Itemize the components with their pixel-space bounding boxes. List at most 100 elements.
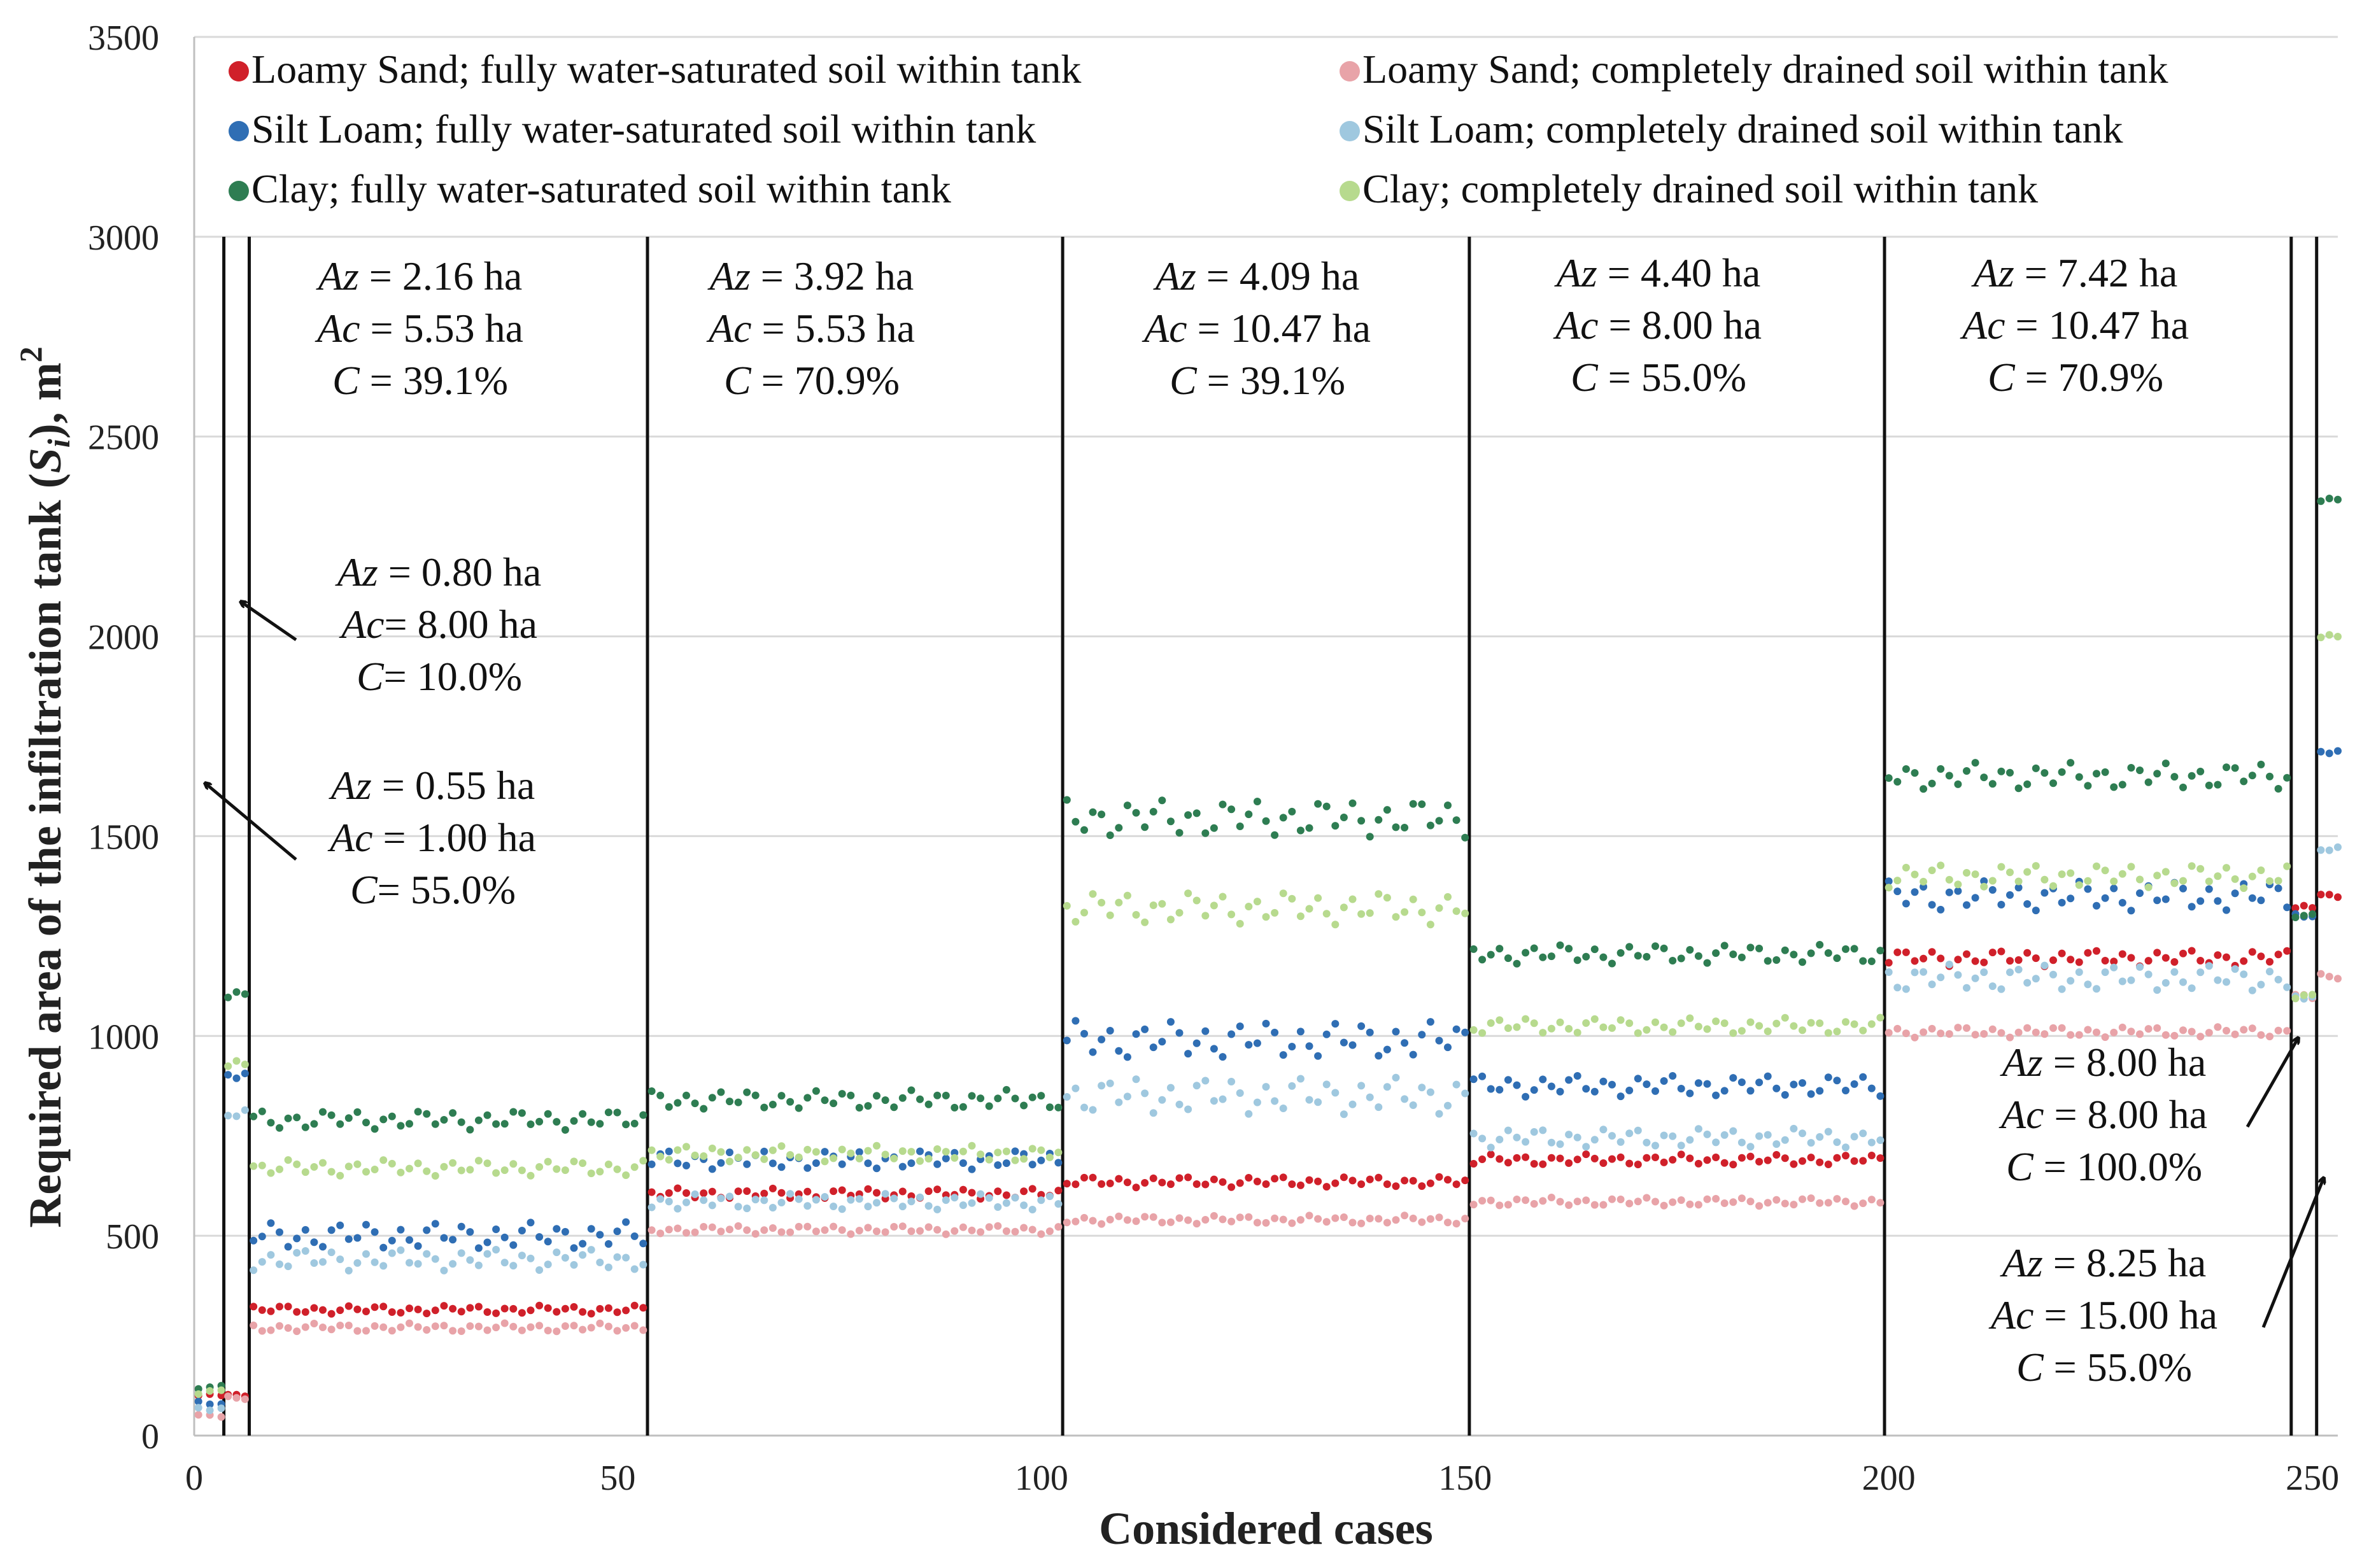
data-point xyxy=(786,1098,795,1106)
data-point xyxy=(2075,1031,2083,1039)
data-point xyxy=(2325,631,2333,639)
data-point xyxy=(2188,903,2196,911)
data-point xyxy=(2161,954,2170,962)
data-point xyxy=(1539,1160,1547,1168)
data-point xyxy=(1175,908,1184,917)
data-point xyxy=(1123,1216,1131,1224)
data-point xyxy=(1616,1153,1625,1161)
data-point xyxy=(1392,1028,1400,1036)
data-point xyxy=(1089,1106,1097,1114)
data-point xyxy=(2006,968,2014,977)
data-point xyxy=(647,1087,656,1095)
data-point xyxy=(2127,976,2135,984)
data-point xyxy=(1011,1194,1019,1202)
data-point xyxy=(1452,1025,1460,1033)
data-point xyxy=(1720,1159,1729,1167)
data-point xyxy=(1496,1201,1504,1210)
data-point xyxy=(1988,1025,1997,1033)
data-point xyxy=(734,1187,742,1196)
data-point xyxy=(1911,957,1919,965)
data-point xyxy=(2196,957,2205,964)
data-point xyxy=(1184,889,1192,898)
data-point xyxy=(553,1248,561,1257)
data-point xyxy=(1219,1095,1227,1103)
data-point xyxy=(1028,1145,1036,1153)
data-point xyxy=(1210,1211,1218,1220)
data-point xyxy=(1296,826,1305,835)
data-point xyxy=(319,1159,327,1167)
data-point xyxy=(1409,1050,1417,1059)
data-point xyxy=(1850,1080,1858,1088)
data-point xyxy=(1219,893,1227,901)
data-point xyxy=(1383,1083,1391,1091)
annotation-line: Ac = 8.00 ha xyxy=(1553,302,1762,348)
data-point xyxy=(449,1260,457,1268)
data-point xyxy=(1729,1029,1737,1037)
data-point xyxy=(1677,1150,1685,1159)
data-point xyxy=(665,1197,673,1206)
data-point xyxy=(855,1195,863,1203)
data-point xyxy=(1608,1080,1616,1089)
data-point xyxy=(2153,770,2161,778)
data-point xyxy=(284,1243,292,1251)
data-point xyxy=(1184,1216,1192,1224)
data-point xyxy=(726,1148,733,1157)
data-point xyxy=(2325,749,2333,758)
data-point xyxy=(1737,1027,1746,1035)
data-point xyxy=(544,1304,552,1312)
data-point xyxy=(2266,772,2274,780)
data-point xyxy=(388,1112,396,1120)
data-point xyxy=(1876,947,1885,955)
data-point xyxy=(1098,1035,1106,1043)
data-point xyxy=(483,1111,492,1119)
data-point xyxy=(1149,901,1157,909)
data-point xyxy=(1867,1020,1876,1028)
data-point xyxy=(1348,1100,1357,1108)
data-point xyxy=(1158,900,1166,908)
data-point xyxy=(2214,872,2222,880)
data-point xyxy=(674,1184,682,1192)
data-point xyxy=(293,1234,301,1243)
data-point xyxy=(1192,1220,1201,1228)
data-point xyxy=(2257,952,2265,961)
data-point xyxy=(570,1261,578,1269)
data-point xyxy=(916,1157,924,1165)
data-point xyxy=(1920,968,1928,976)
data-point xyxy=(1444,1101,1452,1110)
data-point xyxy=(1037,1146,1045,1154)
data-point xyxy=(1513,1154,1521,1162)
data-point xyxy=(994,1222,1002,1230)
data-point xyxy=(674,1146,682,1154)
data-point xyxy=(1227,1030,1236,1038)
data-point xyxy=(2179,877,2187,885)
data-point xyxy=(1824,1161,1832,1168)
data-point xyxy=(2023,1024,2032,1032)
data-point xyxy=(1954,887,1962,895)
annotation-line: C = 55.0% xyxy=(2016,1345,2192,1390)
data-point xyxy=(1426,921,1434,929)
data-point xyxy=(656,1091,665,1099)
data-point xyxy=(1054,1148,1063,1157)
data-point xyxy=(1807,1194,1815,1203)
data-point xyxy=(535,1322,544,1330)
data-point xyxy=(1115,1212,1123,1220)
data-point xyxy=(1245,903,1253,910)
data-point xyxy=(2153,1024,2161,1032)
data-point xyxy=(250,1112,258,1120)
data-point xyxy=(2179,884,2187,893)
data-point xyxy=(1859,1157,1867,1165)
data-point xyxy=(2196,767,2205,775)
data-point xyxy=(379,1156,388,1164)
data-point xyxy=(587,1118,595,1126)
data-point xyxy=(1063,796,1071,804)
data-point xyxy=(1790,1124,1798,1133)
data-point xyxy=(924,1187,933,1196)
data-point xyxy=(596,1319,604,1327)
data-point xyxy=(1080,1103,1088,1112)
data-point xyxy=(1556,1087,1564,1096)
annotation-arrow xyxy=(2245,1038,2298,1128)
data-point xyxy=(570,1244,578,1252)
data-point xyxy=(2014,877,2023,886)
data-point xyxy=(553,1225,561,1233)
data-point xyxy=(968,1226,976,1234)
